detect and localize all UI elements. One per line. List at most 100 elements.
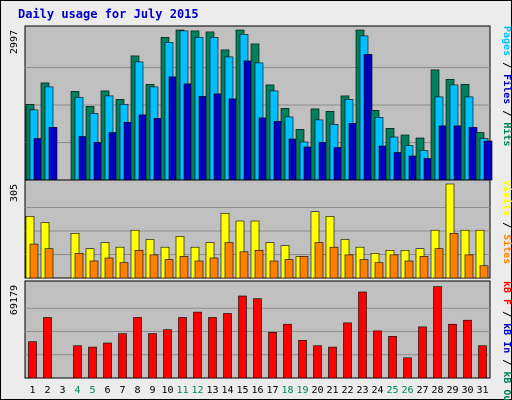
legend-entry: kB F — [501, 281, 512, 305]
legend-entry: / — [501, 305, 512, 323]
x-tick-label: 3 — [59, 385, 65, 396]
bar-sites-21 — [329, 246, 339, 279]
bar-kb-f-16 — [253, 298, 262, 379]
legend-entry: kB In — [501, 323, 512, 353]
bar-sites-16 — [254, 250, 264, 279]
legend-entry: kB Out — [501, 371, 512, 400]
bar-kb-f-9 — [148, 333, 157, 379]
panel-legend: Visits / Sites — [501, 180, 512, 264]
bar-sites-12 — [194, 260, 204, 279]
x-tick-label: 11 — [176, 385, 188, 396]
x-tick-label: 1 — [29, 385, 35, 396]
panels-layer: 2997 Pages / Files / Hits 305 Visits / Site… — [9, 25, 512, 400]
bar-sites-10 — [164, 259, 174, 279]
bar-sites-28 — [434, 248, 444, 279]
x-tick-label: 18 — [281, 385, 293, 396]
bar-kb-f-24 — [373, 330, 382, 379]
x-tick-label: 24 — [371, 385, 383, 396]
legend-entry: / — [501, 216, 512, 234]
x-tick-label: 6 — [104, 385, 110, 396]
bar-kb-f-7 — [118, 333, 127, 379]
legend-entry: / — [501, 56, 512, 74]
bar-sites-18 — [284, 259, 294, 279]
bar-sites-7 — [119, 262, 129, 279]
x-tick-label: 12 — [191, 385, 203, 396]
bar-sites-13 — [209, 257, 219, 279]
x-tick-label: 15 — [236, 385, 248, 396]
bar-kb-f-15 — [238, 295, 247, 379]
x-tick-label: 20 — [311, 385, 323, 396]
bar-sites-23 — [359, 259, 369, 279]
bar-kb-f-27 — [418, 326, 427, 379]
panel-legend: Pages / Files / Hits — [501, 26, 512, 146]
y-max-label: 305 — [9, 184, 20, 202]
chart-title: Daily usage for July 2015 — [18, 7, 199, 21]
panel-kbin-kbout: 69179 kB F / kB In / kB Out — [9, 280, 512, 400]
bar-kb-f-14 — [223, 313, 232, 379]
x-tick-label: 29 — [446, 385, 458, 396]
bar-sites-29 — [449, 233, 459, 279]
x-tick-label: 23 — [356, 385, 368, 396]
bar-sites-20 — [314, 242, 324, 279]
legend-entry: Hits — [501, 122, 512, 146]
bar-sites-22 — [344, 254, 354, 279]
legend-entry: / — [501, 353, 512, 371]
panel-sites-visits: 305 Visits / Sites — [9, 179, 512, 279]
legend-entry: Sites — [501, 234, 512, 264]
bar-sites-6 — [104, 257, 114, 279]
bar-kb-f-13 — [208, 317, 217, 379]
bar-sites-5 — [89, 260, 99, 279]
bar-kb-f-21 — [328, 346, 337, 379]
panel-pages-files-hits: 2997 Pages / Files / Hits — [9, 25, 512, 181]
bar-sites-17 — [269, 260, 279, 279]
bar-kb-f-8 — [133, 317, 142, 379]
x-tick-label: 21 — [326, 385, 338, 396]
bar-sites-1 — [29, 243, 39, 279]
bar-pages-2 — [48, 127, 58, 181]
bar-kb-f-18 — [283, 323, 292, 379]
x-tick-label: 16 — [251, 385, 263, 396]
bar-sites-26 — [404, 260, 414, 279]
bar-sites-27 — [419, 256, 429, 279]
bar-pages-31 — [483, 140, 493, 181]
bar-sites-9 — [149, 254, 159, 279]
x-tick-label: 31 — [476, 385, 488, 396]
bar-kb-f-2 — [43, 317, 52, 379]
x-tick-label: 25 — [386, 385, 398, 396]
legend-entry: Files — [501, 74, 512, 104]
bar-kb-f-4 — [73, 345, 82, 379]
x-tick-label: 28 — [431, 385, 443, 396]
bar-kb-f-20 — [313, 345, 322, 379]
x-tick-label: 26 — [401, 385, 413, 396]
bar-sites-8 — [134, 250, 144, 279]
bar-kb-f-28 — [433, 286, 442, 379]
bar-sites-11 — [179, 256, 189, 279]
bar-kb-f-1 — [28, 341, 37, 379]
x-tick-label: 10 — [161, 385, 173, 396]
bar-sites-4 — [74, 253, 84, 279]
bar-sites-2 — [44, 248, 54, 279]
legend-entry: / — [501, 104, 512, 122]
bar-kb-f-23 — [358, 291, 367, 379]
bar-kb-f-5 — [88, 346, 97, 379]
x-tick-label: 22 — [341, 385, 353, 396]
bar-kb-f-12 — [193, 311, 202, 379]
bar-sites-14 — [224, 242, 234, 279]
x-axis-labels: 1 2 3 4 5 6 7 8 9 10 11 12 13 14 15 16 17 18 19 20 21 22 23 24 2… — [29, 385, 488, 396]
x-tick-label: 14 — [221, 385, 233, 396]
bar-kb-f-10 — [163, 329, 172, 379]
y-max-label: 2997 — [9, 30, 20, 54]
x-tick-label: 7 — [119, 385, 125, 396]
x-tick-label: 19 — [296, 385, 308, 396]
bar-kb-f-17 — [268, 331, 277, 379]
bar-kb-f-6 — [103, 342, 112, 379]
x-tick-label: 4 — [74, 385, 80, 396]
x-tick-label: 13 — [206, 385, 218, 396]
bar-sites-24 — [374, 262, 384, 279]
bar-kb-f-29 — [448, 323, 457, 379]
bar-kb-f-11 — [178, 317, 187, 379]
bar-kb-f-30 — [463, 319, 472, 379]
x-tick-label: 30 — [461, 385, 473, 396]
bar-kb-f-25 — [388, 335, 397, 379]
